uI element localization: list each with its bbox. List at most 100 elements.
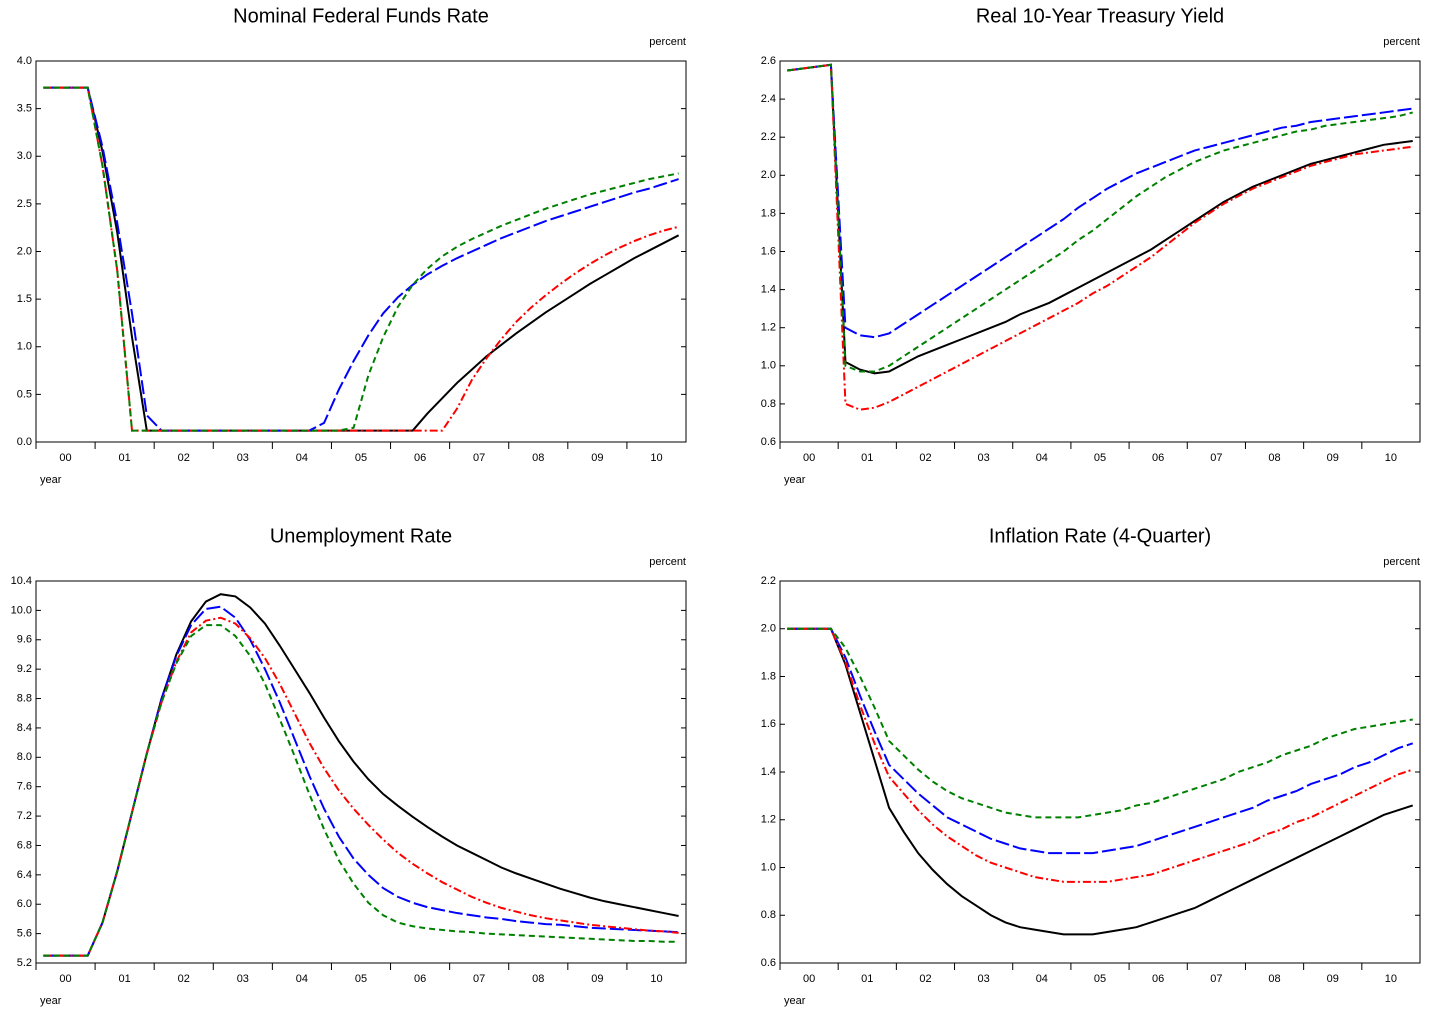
y-tick-label: 2.0 [761, 169, 776, 181]
y-tick-label: 1.8 [761, 207, 776, 219]
y-tick-label: 9.6 [17, 634, 32, 646]
x-tick-label: 00 [59, 973, 71, 985]
y-tick-label: 8.4 [17, 722, 32, 734]
series-line [787, 627, 1414, 883]
y-tick-label: 8.8 [17, 692, 32, 704]
x-tick-label: 05 [355, 973, 367, 985]
y-tick-label: 9.2 [17, 663, 32, 675]
x-tick-label: 08 [1268, 452, 1280, 464]
y-tick-label: 1.0 [761, 360, 776, 372]
x-tick-label: 00 [59, 452, 71, 464]
x-tick-label: 10 [650, 452, 662, 464]
y-tick-label: 6.8 [17, 839, 32, 851]
x-tick-label: 03 [237, 973, 249, 985]
x-tick-label: 10 [1385, 973, 1397, 985]
x-axis-label: year [784, 995, 806, 1007]
unit-label: percent [649, 36, 686, 48]
x-tick-label: 04 [296, 452, 308, 464]
y-tick-label: 2.4 [761, 93, 776, 105]
x-tick-label: 03 [978, 452, 990, 464]
y-tick-label: 2.5 [17, 198, 32, 210]
x-tick-label: 09 [591, 973, 603, 985]
unit-label: percent [1383, 556, 1420, 568]
x-tick-label: 02 [919, 452, 931, 464]
y-tick-label: 1.2 [761, 322, 776, 334]
y-tick-label: 1.6 [761, 718, 776, 730]
chart-title: Inflation Rate (4-Quarter) [989, 525, 1211, 547]
plot-frame [35, 60, 687, 443]
y-tick-label: 3.0 [17, 150, 32, 162]
x-tick-label: 05 [1094, 452, 1106, 464]
series-line [787, 627, 1413, 819]
y-tick-label: 7.6 [17, 781, 32, 793]
y-tick-label: 2.2 [761, 575, 776, 587]
x-tick-label: 09 [1327, 452, 1339, 464]
x-axis-label: year [40, 995, 62, 1007]
series-line [787, 63, 1413, 339]
x-tick-label: 01 [119, 973, 131, 985]
x-tick-label: 00 [803, 452, 815, 464]
x-tick-label: 04 [1036, 973, 1048, 985]
plot-frame [779, 60, 1421, 443]
y-tick-label: 5.6 [17, 928, 32, 940]
x-axis-label: year [784, 474, 806, 486]
x-tick-label: 10 [1385, 452, 1397, 464]
y-tick-label: 2.0 [17, 245, 32, 257]
unit-label: percent [649, 556, 686, 568]
x-tick-label: 07 [473, 973, 485, 985]
x-tick-label: 04 [1036, 452, 1048, 464]
y-tick-label: 1.0 [761, 861, 776, 873]
series-line [787, 627, 1414, 936]
y-tick-label: 0.0 [17, 436, 32, 448]
y-tick-label: 1.2 [761, 814, 776, 826]
x-tick-label: 01 [861, 452, 873, 464]
x-axis-label: year [40, 474, 62, 486]
y-tick-label: 1.5 [17, 293, 32, 305]
x-tick-label: 03 [237, 452, 249, 464]
series-line [43, 616, 679, 957]
series-line [43, 86, 679, 432]
x-tick-label: 08 [1268, 973, 1280, 985]
series-line [43, 593, 679, 957]
y-tick-label: 4.0 [17, 55, 32, 67]
x-tick-label: 10 [650, 973, 662, 985]
series-line [43, 605, 679, 957]
chart-title: Nominal Federal Funds Rate [233, 5, 489, 27]
series-line [787, 63, 1413, 375]
plot-frame [35, 580, 687, 964]
x-tick-label: 08 [532, 973, 544, 985]
y-tick-label: 6.4 [17, 869, 32, 881]
y-tick-label: 1.4 [761, 284, 776, 296]
y-tick-label: 0.6 [761, 436, 776, 448]
x-tick-label: 03 [978, 973, 990, 985]
x-tick-label: 06 [414, 973, 426, 985]
y-tick-label: 10.4 [11, 575, 32, 587]
y-tick-label: 6.0 [17, 898, 32, 910]
y-tick-label: 0.8 [761, 909, 776, 921]
y-tick-label: 1.0 [17, 341, 32, 353]
x-tick-label: 06 [1152, 452, 1164, 464]
y-tick-label: 2.0 [761, 623, 776, 635]
x-tick-label: 07 [473, 452, 485, 464]
y-tick-label: 0.6 [761, 957, 776, 969]
series-line [787, 63, 1413, 411]
y-tick-label: 0.5 [17, 388, 32, 400]
y-tick-label: 7.2 [17, 810, 32, 822]
series-line [787, 627, 1414, 855]
y-tick-label: 8.0 [17, 751, 32, 763]
y-tick-label: 2.6 [761, 55, 776, 67]
x-tick-label: 09 [1327, 973, 1339, 985]
x-tick-label: 02 [178, 973, 190, 985]
y-tick-label: 10.0 [11, 604, 32, 616]
x-tick-label: 02 [178, 452, 190, 464]
x-tick-label: 06 [414, 452, 426, 464]
y-tick-label: 1.8 [761, 670, 776, 682]
x-tick-label: 01 [119, 452, 131, 464]
x-tick-label: 00 [803, 973, 815, 985]
y-tick-label: 1.6 [761, 245, 776, 257]
y-tick-label: 3.5 [17, 103, 32, 115]
plot-frame [779, 580, 1421, 964]
x-tick-label: 04 [296, 973, 308, 985]
